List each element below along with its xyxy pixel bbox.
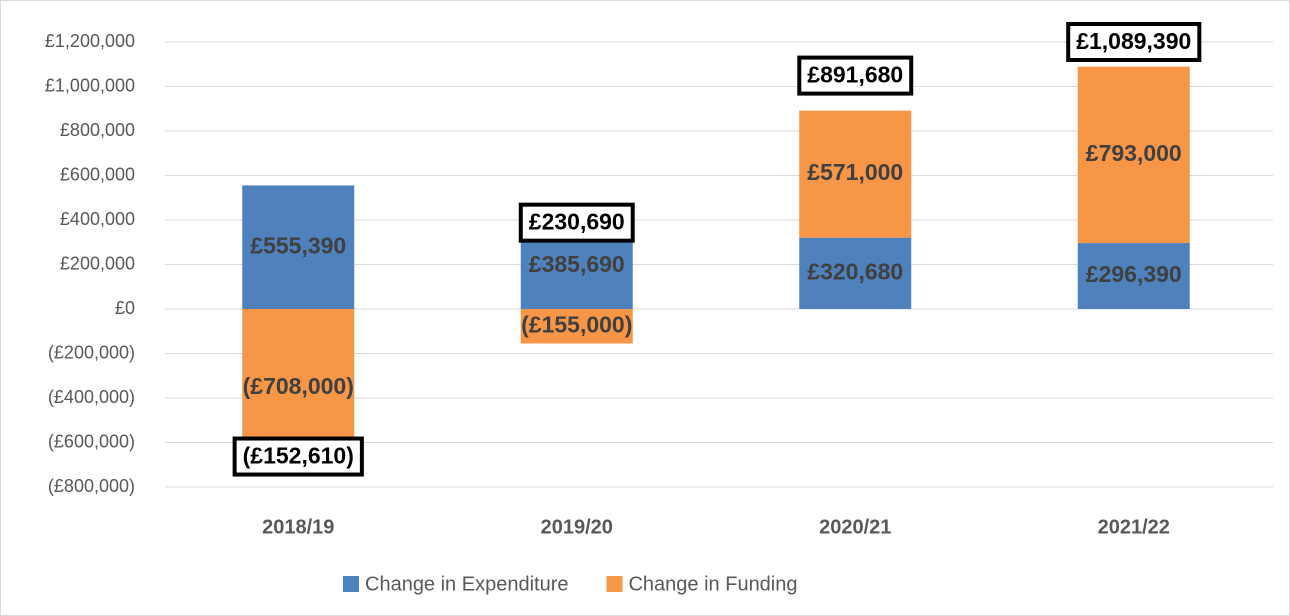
y-tick-label: £0 [115,298,135,318]
legend-label: Change in Expenditure [365,573,568,595]
y-tick-label: £400,000 [60,209,135,229]
bar-segment [1077,66,1190,244]
total-box [1066,22,1202,62]
total-label: £1,089,390 [1076,28,1191,54]
bar-segment [1077,243,1190,309]
y-tick-label: £600,000 [60,164,135,184]
y-tick-label: (£200,000) [48,342,135,362]
total-label: £230,690 [529,209,625,235]
y-tick-label: £800,000 [60,120,135,140]
total-box [518,202,635,243]
legend-swatch [606,576,623,592]
data-label: £296,390 [1086,261,1182,287]
data-label: (£708,000) [243,373,354,399]
y-tick-label: (£600,000) [48,431,135,451]
bar-segment [520,309,633,344]
total-label: £891,680 [807,62,903,88]
y-tick-label: £1,200,000 [45,31,135,51]
bar-segment [799,110,912,238]
y-tick-label: (£800,000) [48,476,135,496]
bar-segment [242,185,355,309]
data-label: £555,390 [250,232,346,258]
y-tick-label: £1,000,000 [45,75,135,95]
legend-swatch [343,576,359,592]
data-label: (£155,000) [521,311,632,337]
x-tick-label: 2019/20 [541,516,613,538]
data-label: £385,690 [529,251,625,277]
legend-label: Change in Funding [628,573,797,595]
x-tick-label: 2018/19 [262,516,334,538]
total-box [232,436,364,477]
bar-segment [799,237,912,309]
data-label: £320,680 [807,258,903,284]
y-tick-label: £200,000 [60,253,135,273]
y-tick-label: (£400,000) [48,387,135,407]
data-label: £571,000 [807,159,903,185]
x-tick-label: 2021/22 [1098,516,1170,538]
data-label: £793,000 [1086,140,1182,166]
x-tick-label: 2020/21 [819,516,891,538]
total-box [797,55,914,96]
total-label: (£152,610) [243,443,354,469]
